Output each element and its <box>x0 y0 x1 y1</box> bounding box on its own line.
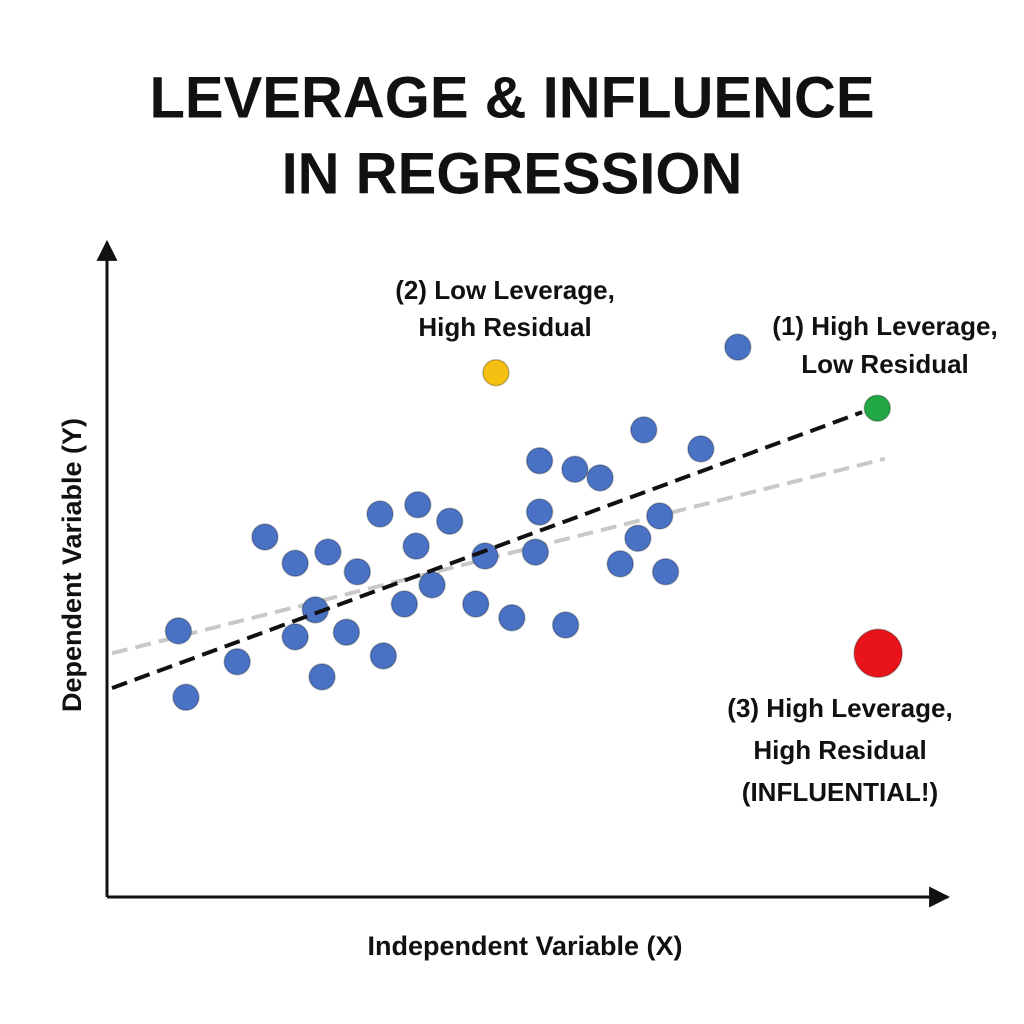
data-point <box>586 464 614 492</box>
data-point <box>369 642 398 670</box>
data-point <box>606 550 634 578</box>
data-point <box>418 571 446 599</box>
data-point <box>332 618 361 646</box>
data-point <box>314 538 342 566</box>
data-point <box>308 663 336 691</box>
data-point <box>251 523 279 551</box>
data-point <box>724 333 752 361</box>
data-point <box>366 500 394 528</box>
data-point <box>281 549 309 577</box>
data-point <box>525 498 554 526</box>
annotation: (2) Low Leverage, <box>395 275 615 305</box>
data-point <box>525 447 554 475</box>
data-point <box>402 532 430 560</box>
data-point <box>462 590 490 618</box>
chart-title: LEVERAGE & INFLUENCE <box>149 65 874 130</box>
data-point <box>687 435 715 463</box>
data-point <box>645 502 674 530</box>
data-point <box>404 491 432 519</box>
x-axis-label: Independent Variable (X) <box>367 931 682 961</box>
data-point <box>651 558 680 586</box>
fit-line <box>111 410 863 690</box>
data-point <box>471 542 499 570</box>
annotation: (INFLUENTIAL!) <box>742 777 938 807</box>
annotation: High Residual <box>753 735 926 765</box>
data-point <box>281 623 309 651</box>
data-point <box>390 590 419 618</box>
annotation: (1) High Leverage, <box>772 311 997 341</box>
data-point <box>498 604 526 632</box>
data-point <box>482 358 510 387</box>
chart-title: IN REGRESSION <box>282 141 743 206</box>
data-point <box>863 394 892 422</box>
data-point <box>223 648 251 676</box>
data-point <box>172 683 200 712</box>
data-point <box>853 628 903 679</box>
data-point <box>551 611 580 639</box>
annotation: High Residual <box>418 312 591 342</box>
annotation: (3) High Leverage, <box>727 693 952 723</box>
data-point <box>561 455 589 484</box>
data-point <box>521 538 550 566</box>
annotation: Low Residual <box>801 349 969 379</box>
data-point <box>164 617 193 645</box>
fit-line <box>111 456 886 656</box>
data-point <box>630 416 658 444</box>
data-point <box>624 524 652 553</box>
data-point <box>343 558 372 586</box>
data-point <box>435 507 464 535</box>
y-axis-label: Dependent Variable (Y) <box>57 418 87 712</box>
